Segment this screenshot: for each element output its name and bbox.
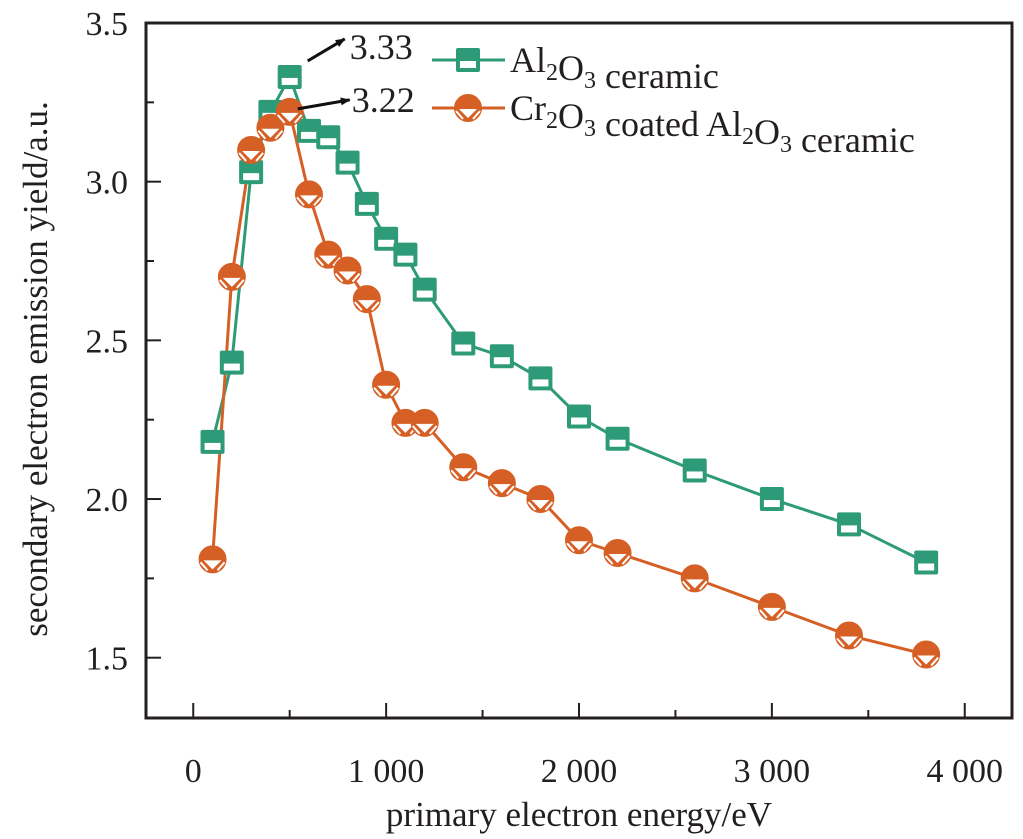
- square-marker: [567, 404, 591, 429]
- circle-marker: [912, 640, 941, 669]
- circle-marker: [410, 408, 439, 437]
- circle-marker: [237, 135, 266, 164]
- legend-label-part: 3: [780, 132, 792, 158]
- x-tick-label: 0: [185, 753, 202, 790]
- square-marker: [374, 226, 399, 251]
- annotation-layer: 3.33 3.22: [297, 27, 415, 120]
- legend-label-part: O: [558, 96, 584, 136]
- square-marker: [354, 191, 379, 216]
- legend-label-part: Al: [510, 40, 546, 80]
- circle-marker: [526, 485, 555, 514]
- annotation-label: 3.22: [352, 80, 415, 120]
- series-markers-1: [198, 97, 941, 669]
- y-tick-label: 2.5: [86, 323, 129, 360]
- square-marker: [296, 118, 321, 143]
- circle-marker: [487, 469, 516, 498]
- circle-marker: [352, 285, 381, 314]
- legend-item-0: Al2O3 ceramic: [432, 40, 719, 96]
- square-marker: [219, 350, 244, 375]
- circle-marker: [680, 564, 709, 593]
- series-layer: [198, 64, 941, 669]
- circle-marker: [757, 592, 786, 621]
- annotation-arrow: [306, 37, 346, 63]
- annotation-label: 3.33: [350, 27, 413, 67]
- square-marker: [759, 487, 784, 512]
- y-tick-label: 3.0: [86, 165, 129, 202]
- legend-label-part: ceramic: [596, 56, 719, 96]
- legend-item-1: Cr2O3 coated Al2O3 ceramic: [432, 88, 915, 160]
- legend-label-part: coated Al: [596, 104, 742, 144]
- legend-label: Cr2O3 coated Al2O3 ceramic: [510, 88, 915, 160]
- x-tick-label: 1 000: [348, 753, 425, 790]
- x-tick-label: 2 000: [541, 753, 618, 790]
- square-marker: [393, 242, 418, 267]
- square-marker: [200, 429, 225, 454]
- circle-marker: [454, 94, 482, 122]
- legend-label: Al2O3 ceramic: [510, 40, 719, 96]
- square-marker: [412, 277, 437, 302]
- annotation-arrow: [297, 97, 351, 111]
- legend-label-part: O: [558, 48, 584, 88]
- legend-label-part: 3: [584, 68, 596, 94]
- circle-marker: [449, 453, 478, 482]
- square-marker: [837, 512, 862, 537]
- circle-marker: [217, 262, 246, 291]
- circle-marker: [198, 545, 227, 574]
- y-tick-label: 1.5: [86, 641, 129, 678]
- axes-layer: 0 1 000 2 000 3 000 4 000 1.5 2.0 2.5 3.0 3.5: [86, 6, 1014, 790]
- square-marker: [239, 160, 264, 185]
- y-axis-title: secondary electron emission yield/a.u.: [16, 101, 55, 637]
- circle-marker: [372, 370, 401, 399]
- square-marker: [456, 48, 480, 72]
- y-tick-label: 3.5: [86, 6, 129, 43]
- circle-marker: [391, 408, 420, 437]
- circle-marker: [333, 256, 362, 285]
- square-marker: [316, 125, 341, 150]
- legend-label-part: O: [754, 112, 780, 152]
- legend-label-part: Cr: [510, 88, 546, 128]
- square-marker: [528, 366, 553, 391]
- square-marker: [489, 344, 514, 369]
- square-marker: [682, 458, 707, 483]
- square-marker: [605, 426, 630, 451]
- circle-marker: [275, 97, 304, 126]
- x-tick-label: 3 000: [734, 753, 811, 790]
- circle-marker: [835, 621, 864, 650]
- circle-marker: [565, 526, 593, 555]
- circle-marker: [603, 538, 632, 567]
- circle-marker: [256, 113, 285, 142]
- legend-label-part: 3: [584, 116, 596, 142]
- square-marker: [277, 64, 302, 89]
- x-axis-title: primary electron energy/eV: [386, 795, 772, 834]
- legend-label-part: 2: [546, 60, 558, 86]
- x-tick-label: 4 000: [926, 753, 1003, 790]
- legend-label-part: 2: [546, 108, 558, 134]
- square-marker: [335, 150, 360, 175]
- legend-label-part: ceramic: [792, 120, 915, 160]
- circle-marker: [294, 180, 323, 209]
- square-marker: [914, 550, 939, 575]
- square-marker: [451, 331, 476, 356]
- circle-marker: [314, 240, 343, 269]
- legend-label-part: 2: [742, 124, 754, 150]
- y-tick-label: 2.0: [86, 482, 129, 519]
